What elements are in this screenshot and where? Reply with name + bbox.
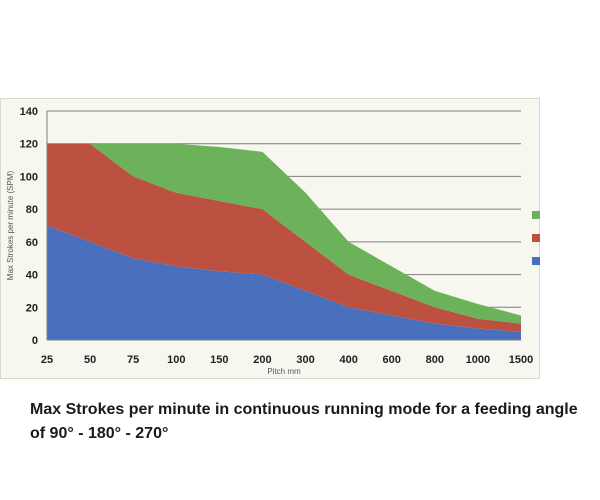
y-tick-label: 140 — [20, 106, 38, 118]
legend-swatch-180 — [532, 234, 540, 242]
y-tick-label: 100 — [20, 171, 38, 183]
legend-swatch-270 — [532, 211, 540, 219]
y-tick-label: 40 — [26, 270, 38, 282]
y-tick-label: 120 — [20, 139, 38, 151]
x-tick-label: 600 — [383, 354, 401, 366]
y-tick-label: 0 — [32, 335, 38, 347]
y-axis-title: Max Strokes per minute (SPM) — [6, 170, 15, 280]
y-tick-labels: 0 20 40 60 80 100 120 140 — [20, 106, 38, 347]
axes — [46, 111, 521, 341]
chart-caption: Max Strokes per minute in continuous run… — [30, 401, 578, 442]
chart-frame: 0 20 40 60 80 100 120 140 25 50 75 100 150 200 300 400… — [0, 98, 540, 379]
legend-swatch-90 — [532, 257, 540, 265]
x-tick-label: 150 — [210, 354, 228, 366]
area-series-270 — [47, 143, 521, 324]
x-tick-label: 300 — [296, 354, 314, 366]
x-tick-label: 100 — [167, 354, 185, 366]
area-series-180 — [47, 143, 521, 332]
y-tick-label: 80 — [26, 204, 38, 216]
x-tick-label: 200 — [253, 354, 271, 366]
stacked-area-chart: 0 20 40 60 80 100 120 140 25 50 75 100 150 200 300 400… — [6, 106, 540, 376]
x-tick-labels: 25 50 75 100 150 200 300 400 600 800 1000 1500 — [41, 354, 533, 366]
x-tick-label: 400 — [339, 354, 357, 366]
x-axis-title: Pitch mm — [267, 367, 301, 376]
x-tick-label: 1500 — [509, 354, 533, 366]
legend: 27018090 — [532, 211, 540, 265]
area-series — [47, 143, 521, 340]
x-tick-label: 75 — [127, 354, 139, 366]
x-tick-label: 1000 — [466, 354, 490, 366]
x-tick-label: 50 — [84, 354, 96, 366]
y-tick-label: 20 — [26, 302, 38, 314]
y-tick-label: 60 — [26, 237, 38, 249]
x-tick-label: 800 — [426, 354, 444, 366]
x-tick-label: 25 — [41, 354, 53, 366]
